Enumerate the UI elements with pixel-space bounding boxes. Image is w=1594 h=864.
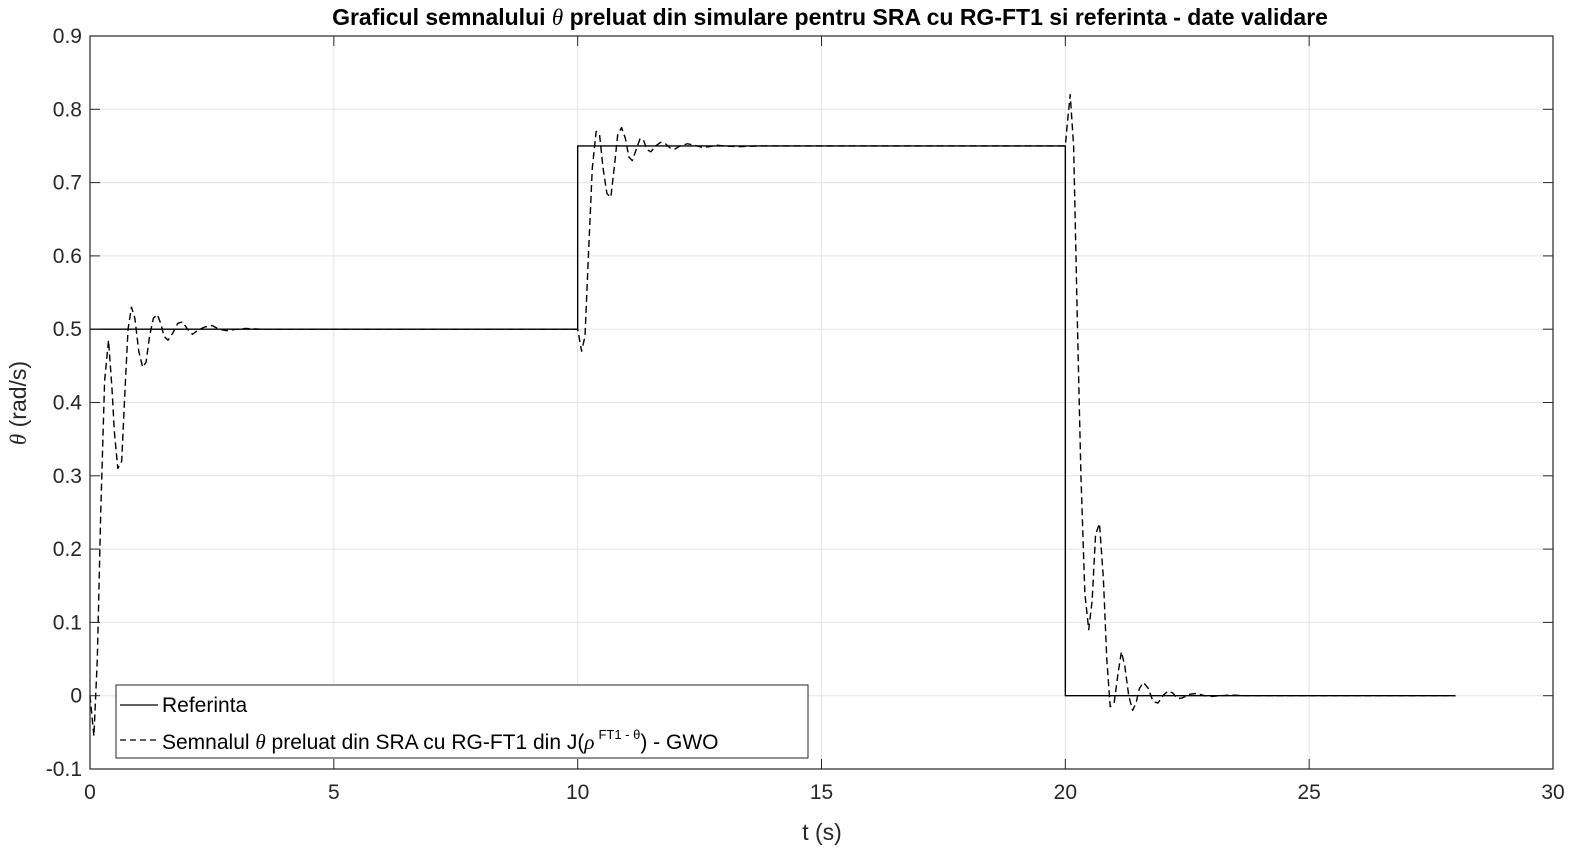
chart-title: Graficul semnalului θ preluat din simula… bbox=[332, 4, 1328, 30]
series-line-semnal bbox=[89, 93, 1456, 737]
axis-tick-labels: 0 5 10 15 20 25 30-0.100.10.20.30.40.50.60.70.… bbox=[46, 25, 1565, 804]
legend-semnal-a: Semnalul bbox=[162, 731, 255, 754]
legend-label-referinta: Referinta bbox=[162, 694, 248, 717]
y-axis-label: θ (rad/s) bbox=[5, 361, 31, 445]
chart-title-part-2: preluat din simulare pentru SRA cu RG-FT… bbox=[563, 4, 1328, 30]
x-tick-label: 5 bbox=[328, 781, 340, 804]
x-tick-label: 10 bbox=[566, 781, 589, 804]
y-axis-label-unit: (rad/s) bbox=[5, 361, 31, 434]
y-tick-label: 0.9 bbox=[53, 25, 82, 48]
x-axis-label: t (s) bbox=[802, 819, 842, 845]
legend-semnal-sup: FT1 - θ bbox=[598, 727, 640, 742]
legend: Referinta Semnalul θ preluat din SRA cu … bbox=[115, 684, 809, 759]
legend-semnal-b: preluat din SRA cu RG-FT1 din J( bbox=[266, 731, 585, 754]
y-tick-label: 0.5 bbox=[53, 318, 82, 341]
legend-label-semnal: Semnalul θ preluat din SRA cu RG-FT1 din… bbox=[162, 727, 719, 754]
x-tick-label: 20 bbox=[1054, 781, 1077, 804]
y-tick-label: 0.6 bbox=[53, 245, 82, 268]
x-tick-label: 30 bbox=[1541, 781, 1564, 804]
chart-title-theta: θ bbox=[552, 5, 563, 30]
legend-semnal-c: ) - GWO bbox=[640, 731, 718, 754]
chart-title-part-1: Graficul semnalului bbox=[332, 4, 552, 30]
y-tick-label: 0.8 bbox=[53, 98, 82, 121]
y-tick-label: 0.1 bbox=[53, 611, 82, 634]
x-tick-label: 25 bbox=[1297, 781, 1320, 804]
legend-semnal-rho: ρ bbox=[583, 730, 594, 754]
y-tick-label: 0.3 bbox=[53, 465, 82, 488]
legend-box bbox=[115, 684, 809, 759]
y-tick-label: 0 bbox=[70, 685, 82, 708]
y-tick-label: 0.4 bbox=[53, 392, 83, 415]
x-tick-label: 15 bbox=[810, 781, 833, 804]
y-tick-label: 0.2 bbox=[53, 538, 82, 561]
y-axis-label-symbol: θ bbox=[6, 434, 31, 445]
series-layer bbox=[89, 93, 1456, 737]
axis-ticks bbox=[89, 35, 1554, 770]
y-tick-label: 0.7 bbox=[53, 172, 82, 195]
x-tick-label: 0 bbox=[84, 781, 96, 804]
y-tick-label: -0.1 bbox=[46, 758, 82, 781]
legend-semnal-theta: θ bbox=[255, 730, 265, 754]
